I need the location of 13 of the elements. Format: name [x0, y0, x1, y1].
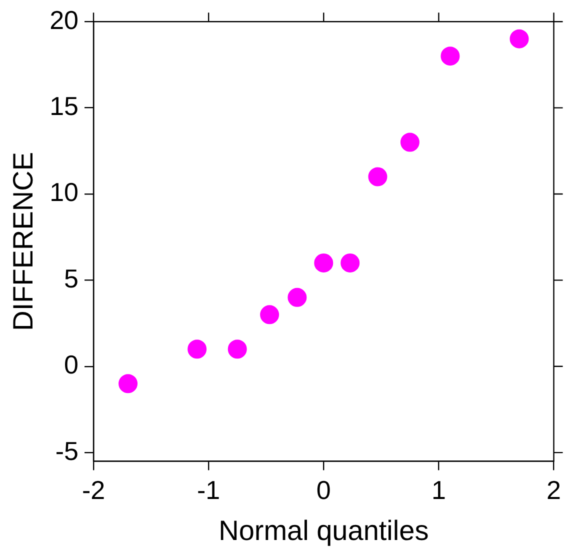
- x-tick-label: 0: [316, 474, 331, 505]
- y-tick-label: 0: [64, 350, 79, 380]
- x-tick-label: -1: [197, 474, 220, 505]
- x-tick-label: -2: [82, 474, 106, 505]
- y-tick-label: 5: [64, 263, 79, 294]
- y-axis-title: DIFFERENCE: [8, 152, 39, 331]
- y-tick-label: -5: [55, 436, 79, 466]
- y-tick-label: 10: [50, 177, 79, 208]
- y-tick-label: 15: [50, 90, 79, 121]
- x-axis-title: Normal quantiles: [218, 514, 429, 546]
- x-tick-label: 1: [431, 474, 446, 505]
- x-tick-label: 2: [546, 474, 562, 505]
- y-tick-label: 20: [50, 4, 79, 35]
